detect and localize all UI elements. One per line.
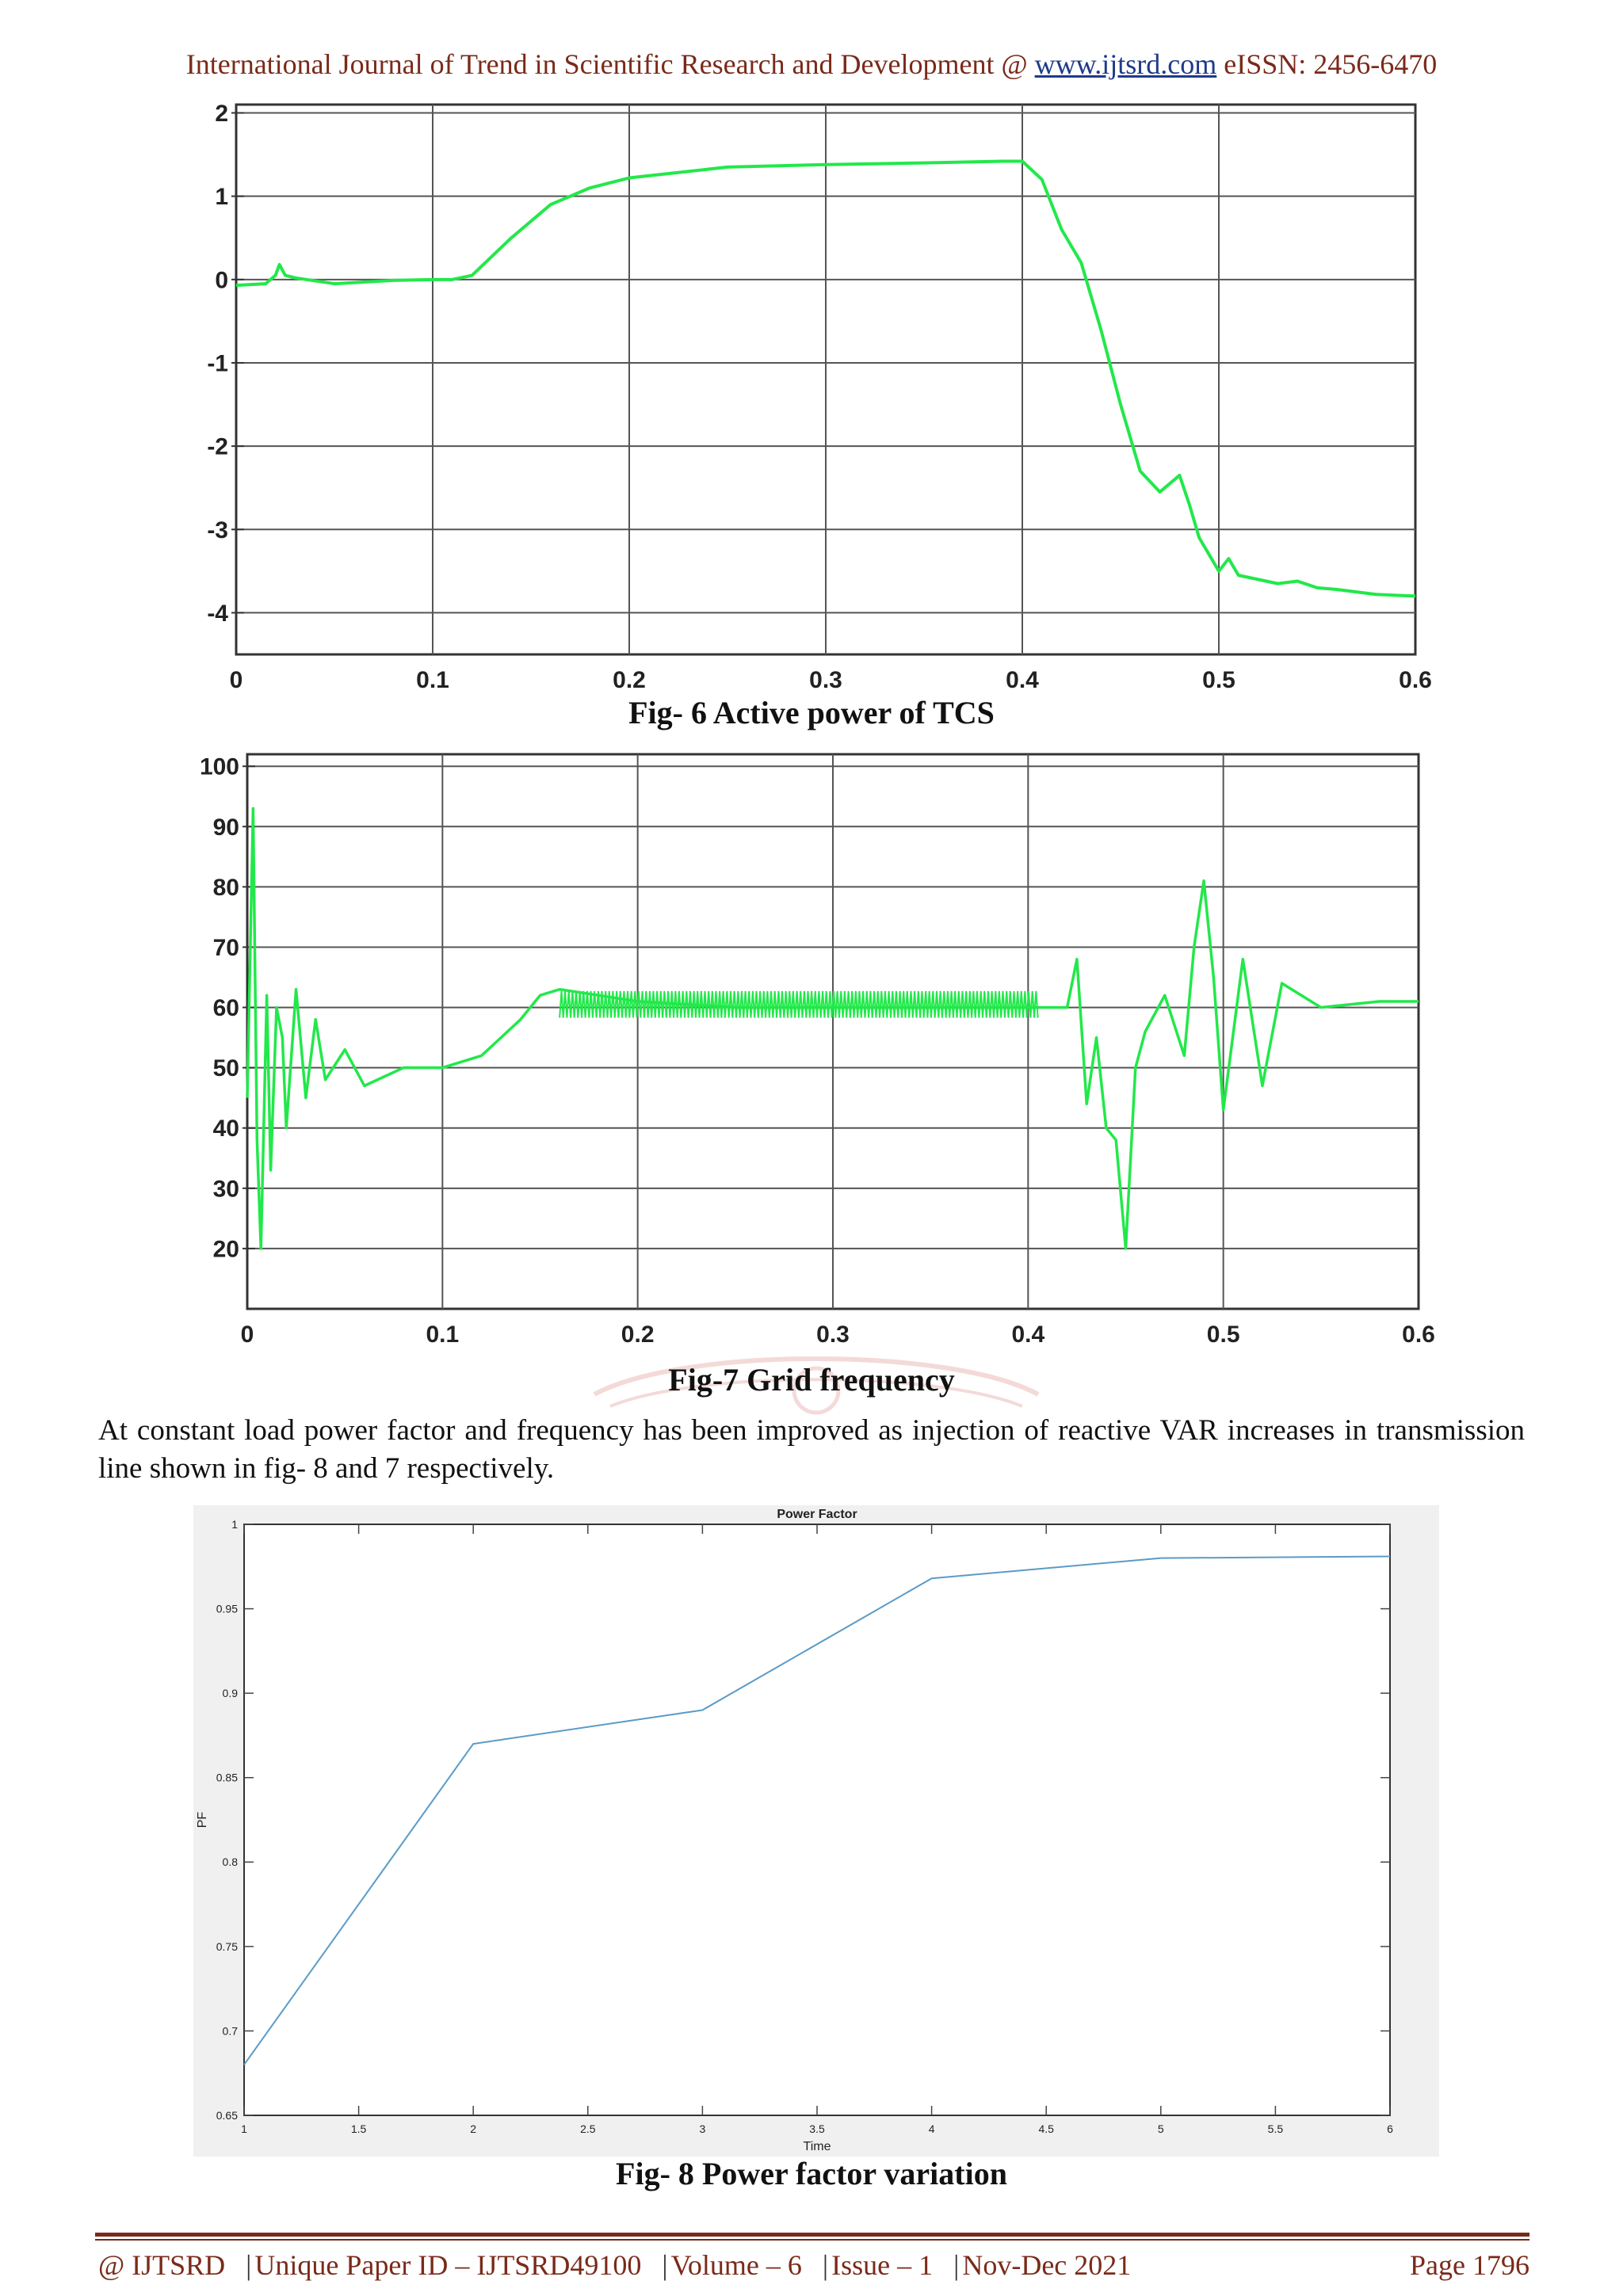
y-tick-label: 50	[213, 1055, 239, 1081]
footer-date: Nov-Dec 2021	[962, 2249, 1132, 2281]
chart-title: Power Factor	[777, 1508, 857, 1521]
x-tick-label: 5.5	[1268, 2122, 1284, 2135]
page-footer: @ IJTSRD | Unique Paper ID – IJTSRD49100 | V…	[98, 2248, 1529, 2282]
x-tick-label: 4	[929, 2122, 935, 2135]
x-tick-label: 0.3	[809, 667, 842, 693]
y-tick-label: 70	[213, 935, 239, 961]
y-tick-label: -2	[207, 434, 228, 460]
footer-volume: Volume – 6	[670, 2249, 802, 2281]
x-tick-label: 3.5	[809, 2122, 825, 2135]
plot-area	[243, 1524, 1391, 2116]
y-tick-label: 40	[213, 1116, 239, 1142]
fig8-chart: 1 1.5 2 2.5 3 3.5 4 4.5 5 5.5 6 1 0.95 0.9 0.85 0.8 0.75…	[193, 1505, 1439, 2157]
x-tick-label: 0.4	[1006, 667, 1039, 693]
y-tick-label: 0.8	[223, 1855, 239, 1868]
footer-page-number: Page 1796	[1410, 2249, 1529, 2281]
fig8-caption: Fig- 8 Power factor variation	[616, 2156, 1007, 2191]
x-tick-label: 2	[470, 2122, 476, 2135]
y-tick-label: 0.95	[216, 1602, 238, 1615]
footer-separator: |	[662, 2249, 668, 2281]
x-tick-label: 0.6	[1402, 1322, 1435, 1348]
x-tick-label: 0.6	[1399, 667, 1432, 693]
x-tick-label: 2.5	[580, 2122, 596, 2135]
y-tick-label: 80	[213, 875, 239, 901]
footer-issue: Issue – 1	[831, 2249, 934, 2281]
x-tick-label: 0.4	[1011, 1322, 1044, 1348]
series-oscillation	[559, 990, 1039, 1018]
journal-header: International Journal of Trend in Scient…	[0, 48, 1623, 81]
footer-separator: |	[953, 2249, 960, 2281]
y-tick-label: 90	[213, 814, 239, 841]
y-tick-label: 0	[215, 267, 228, 293]
x-tick-label: 0.5	[1202, 667, 1235, 693]
y-tick-label: 30	[213, 1176, 239, 1202]
body-paragraph: At constant load power factor and freque…	[98, 1414, 1525, 1485]
fig7-chart: 0 0.1 0.2 0.3 0.4 0.5 0.6 100 90 80 70 60 50 40 30 20	[200, 753, 1435, 1348]
x-tick-label: 0.1	[416, 667, 449, 693]
footer-rule-thick	[95, 2233, 1529, 2237]
x-tick-label: 4.5	[1038, 2122, 1054, 2135]
y-tick-label: 0.75	[216, 1940, 238, 1953]
fig6-chart: 0 0.1 0.2 0.3 0.4 0.5 0.6 2 1 0 -1 -2 -3 -4	[207, 101, 1432, 693]
x-tick-label: 3	[700, 2122, 706, 2135]
x-tick-label: 5	[1158, 2122, 1164, 2135]
x-tick-label: 0.1	[426, 1322, 459, 1348]
x-tick-label: 0.3	[816, 1322, 850, 1348]
y-tick-label: -4	[207, 601, 228, 627]
y-tick-label: -1	[207, 350, 228, 376]
series-line	[243, 1555, 1391, 2065]
x-tick-label: 1.5	[351, 2122, 367, 2135]
x-axis-label: Time	[804, 2140, 831, 2153]
journal-watermark-logo	[593, 1356, 1040, 1415]
footer-org: @ IJTSRD	[98, 2249, 226, 2281]
y-tick-label: 1	[215, 184, 228, 210]
fig7-caption: Fig-7 Grid frequency	[668, 1362, 955, 1398]
series-line	[235, 159, 1416, 598]
footer-separator: |	[822, 2249, 829, 2281]
x-tick-label: 1	[241, 2122, 247, 2135]
y-tick-label: 0.7	[223, 2024, 239, 2037]
y-tick-label: 0.65	[216, 2109, 238, 2122]
footer-rule-thin	[95, 2239, 1529, 2241]
y-tick-label: 2	[215, 101, 228, 127]
y-tick-label: 60	[213, 995, 239, 1021]
journal-url-link[interactable]: www.ijtsrd.com	[1034, 48, 1217, 80]
footer-separator: |	[246, 2249, 252, 2281]
x-tick-label: 0.2	[613, 667, 646, 693]
journal-issn: eISSN: 2456-6470	[1216, 48, 1438, 80]
y-tick-label: 20	[213, 1236, 239, 1262]
y-tick-label: 0.9	[223, 1687, 239, 1699]
x-tick-label: 0.5	[1207, 1322, 1240, 1348]
x-tick-label: 0.2	[621, 1322, 655, 1348]
y-tick-label: 1	[231, 1518, 238, 1531]
x-tick-label: 0	[241, 1322, 254, 1348]
y-tick-label: 100	[200, 754, 239, 780]
y-axis-label: PF	[196, 1812, 209, 1829]
footer-paper-id: Unique Paper ID – IJTSRD49100	[254, 2249, 642, 2281]
y-tick-label: 0.85	[216, 1772, 238, 1784]
y-tick-label: -3	[207, 517, 228, 543]
journal-name: International Journal of Trend in Scient…	[185, 48, 1035, 80]
fig6-caption: Fig- 6 Active power of TCS	[628, 695, 995, 730]
x-tick-label: 0	[230, 667, 243, 693]
x-tick-label: 6	[1387, 2122, 1393, 2135]
